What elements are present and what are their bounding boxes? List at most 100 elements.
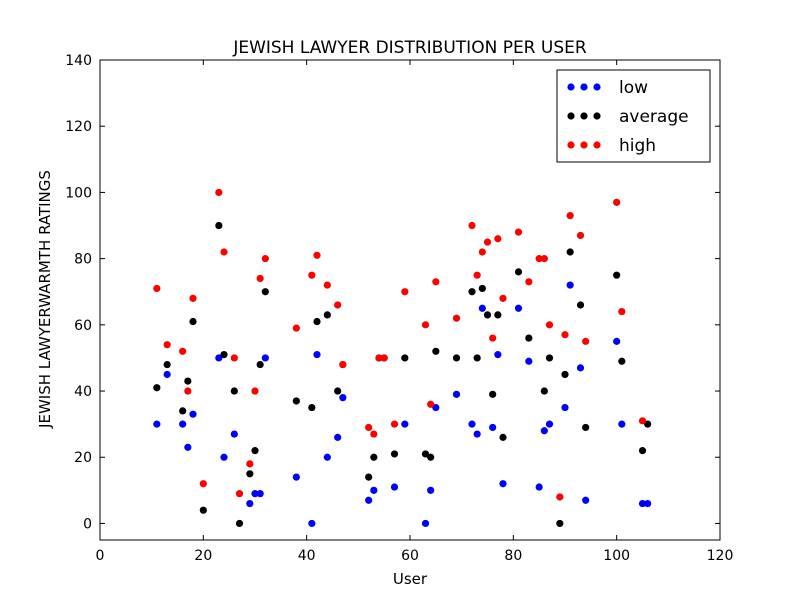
data-point-average	[199, 506, 207, 514]
legend-marker-low	[580, 83, 588, 91]
data-point-high	[576, 231, 585, 240]
data-point-average	[251, 447, 259, 455]
data-point-average	[452, 354, 461, 362]
data-point-high	[220, 248, 228, 256]
data-point-average	[313, 317, 321, 326]
data-point-average	[401, 354, 409, 362]
data-point-average	[489, 390, 497, 398]
data-point-average	[468, 288, 476, 296]
data-point-high	[618, 307, 626, 316]
data-point-low	[184, 443, 192, 451]
data-point-low	[473, 430, 481, 438]
data-point-average	[421, 450, 430, 458]
data-point-high	[334, 301, 342, 309]
data-point-high	[638, 417, 647, 425]
data-point-low	[256, 490, 264, 498]
data-point-high	[199, 480, 207, 488]
data-point-low	[582, 496, 590, 504]
data-point-low	[370, 486, 378, 494]
x-axis-label: User	[393, 570, 428, 588]
data-point-low	[230, 430, 238, 438]
data-point-high	[545, 321, 554, 329]
plot-frame	[99, 59, 721, 541]
data-point-high	[556, 493, 564, 501]
data-point-low	[246, 499, 254, 508]
legend-marker-average	[567, 112, 575, 120]
data-point-low	[427, 486, 435, 494]
data-point-average	[644, 420, 652, 428]
data-point-average	[613, 271, 621, 279]
data-point-average	[230, 387, 238, 395]
data-point-high	[308, 271, 316, 279]
x-tick-label: 120	[707, 548, 734, 564]
data-point-average	[163, 360, 171, 369]
y-tick-label: 40	[74, 384, 92, 400]
legend-marker-average	[593, 112, 601, 120]
data-point-average	[427, 453, 435, 461]
y-tick-label: 80	[74, 252, 92, 268]
x-tick-label: 60	[401, 548, 419, 564]
legend-marker-low	[567, 83, 575, 91]
y-tick-label: 0	[83, 516, 92, 532]
data-point-low	[421, 519, 430, 528]
data-point-high	[432, 278, 440, 286]
x-tick-label: 20	[194, 548, 212, 564]
data-point-low	[179, 420, 187, 428]
data-point-high	[535, 255, 543, 263]
data-point-low	[452, 390, 461, 398]
data-point-high	[313, 251, 321, 259]
data-point-high	[380, 354, 388, 362]
data-point-low	[613, 337, 621, 345]
data-point-high	[323, 281, 331, 289]
data-point-average	[261, 288, 269, 296]
data-point-average	[566, 248, 574, 256]
data-point-high	[582, 337, 590, 345]
data-point-low	[514, 304, 523, 312]
data-point-high	[292, 324, 300, 332]
data-point-average	[153, 384, 161, 392]
data-point-high	[499, 294, 507, 302]
data-point-low	[566, 281, 574, 289]
data-point-low	[432, 403, 440, 412]
data-point-high	[256, 274, 264, 283]
data-point-high	[561, 331, 569, 339]
legend-marker-high	[593, 141, 601, 149]
x-tick-label: 80	[504, 548, 522, 564]
data-point-average	[561, 370, 569, 379]
data-point-average	[370, 453, 378, 461]
y-tick-label: 100	[65, 185, 92, 201]
data-point-high	[251, 387, 259, 395]
legend-marker-high	[567, 141, 575, 149]
data-point-average	[323, 311, 331, 319]
legend-label-high: high	[619, 136, 656, 156]
data-point-low	[339, 394, 347, 402]
data-point-high	[483, 238, 492, 246]
data-point-high	[246, 460, 254, 468]
y-axis-label: JEWISH LAWYERWARMTH RATINGS	[36, 170, 54, 429]
data-point-low	[638, 499, 647, 508]
data-point-low	[478, 304, 486, 312]
data-point-high	[566, 211, 574, 220]
data-point-high	[365, 423, 373, 432]
data-point-average	[499, 433, 507, 441]
data-point-high	[401, 288, 409, 296]
legend: low average high	[556, 69, 711, 163]
data-point-average	[582, 423, 590, 432]
data-point-high	[473, 271, 481, 279]
data-point-low	[215, 354, 223, 362]
data-point-low	[153, 420, 161, 428]
data-point-low	[644, 499, 652, 508]
data-point-average	[514, 268, 523, 276]
data-point-low	[261, 354, 269, 362]
legend-marker-average	[580, 112, 588, 120]
data-point-average	[215, 221, 223, 230]
data-points	[153, 188, 652, 528]
data-point-high	[153, 284, 161, 293]
axis-ticks: 0 20 40 60 80 100 120 0 20 40 60 80 100 120 140	[65, 53, 733, 564]
data-point-average	[540, 387, 548, 395]
data-point-high	[370, 430, 378, 438]
data-point-high	[235, 490, 244, 498]
data-point-high	[613, 198, 621, 206]
data-point-low	[308, 519, 316, 528]
data-point-high	[494, 235, 502, 243]
